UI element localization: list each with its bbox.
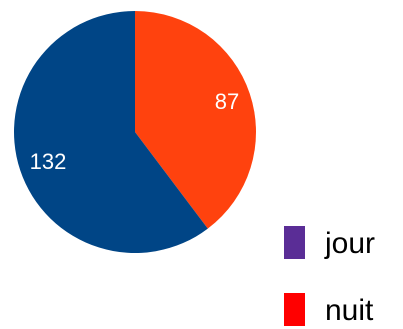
pie-slices (13, 11, 256, 253)
legend-swatch-nuit (284, 293, 305, 326)
pie-slice-labels: 132 87 (30, 89, 240, 174)
pie-slice-jour (13, 11, 208, 253)
legend-swatch-jour (284, 226, 305, 259)
pie-slice-nuit (135, 11, 256, 229)
slice-value-label-nuit: 87 (215, 89, 239, 114)
legend-label-jour: jour (324, 227, 375, 260)
legend-label-nuit: nuit (325, 294, 374, 327)
slice-value-label-jour: 132 (30, 149, 67, 174)
legend: jour nuit (284, 226, 375, 327)
